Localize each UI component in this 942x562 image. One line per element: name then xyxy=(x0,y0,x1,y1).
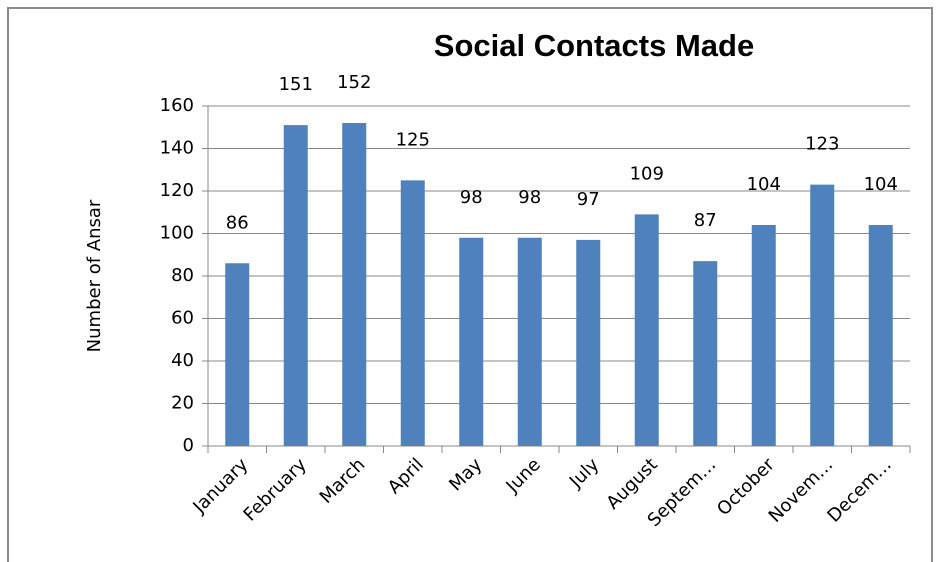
bar xyxy=(225,263,250,446)
bar xyxy=(517,237,542,446)
data-label: 86 xyxy=(226,212,249,233)
y-tick-label: 140 xyxy=(160,138,194,159)
bar xyxy=(693,261,718,446)
y-tick-label: 160 xyxy=(160,95,194,116)
data-label: 87 xyxy=(694,210,717,231)
data-label: 152 xyxy=(337,72,371,93)
bar xyxy=(576,239,601,446)
data-label: 98 xyxy=(518,187,541,208)
y-tick-label: 120 xyxy=(160,180,194,201)
data-label: 104 xyxy=(864,174,898,195)
bar xyxy=(283,125,308,446)
bar xyxy=(342,123,367,446)
data-label: 98 xyxy=(460,187,483,208)
y-tick-label: 80 xyxy=(171,265,194,286)
bar xyxy=(400,180,425,446)
bar xyxy=(634,214,659,446)
data-label: 97 xyxy=(577,189,600,210)
data-label: 104 xyxy=(747,174,781,195)
y-tick-label: 60 xyxy=(171,308,194,329)
y-tick-label: 0 xyxy=(183,435,194,456)
y-axis-label: Number of Ansar xyxy=(84,199,105,352)
bar xyxy=(810,184,835,446)
y-tick-label: 100 xyxy=(160,223,194,244)
bar xyxy=(459,237,484,446)
y-tick-label: 40 xyxy=(171,350,194,371)
y-tick-label: 20 xyxy=(171,393,194,414)
data-label: 123 xyxy=(805,134,839,155)
bar xyxy=(868,225,893,446)
data-label: 109 xyxy=(630,163,664,184)
chart-title: Social Contacts Made xyxy=(434,28,754,63)
data-label: 125 xyxy=(396,129,430,150)
data-label: 151 xyxy=(279,74,313,95)
bar xyxy=(751,225,776,446)
